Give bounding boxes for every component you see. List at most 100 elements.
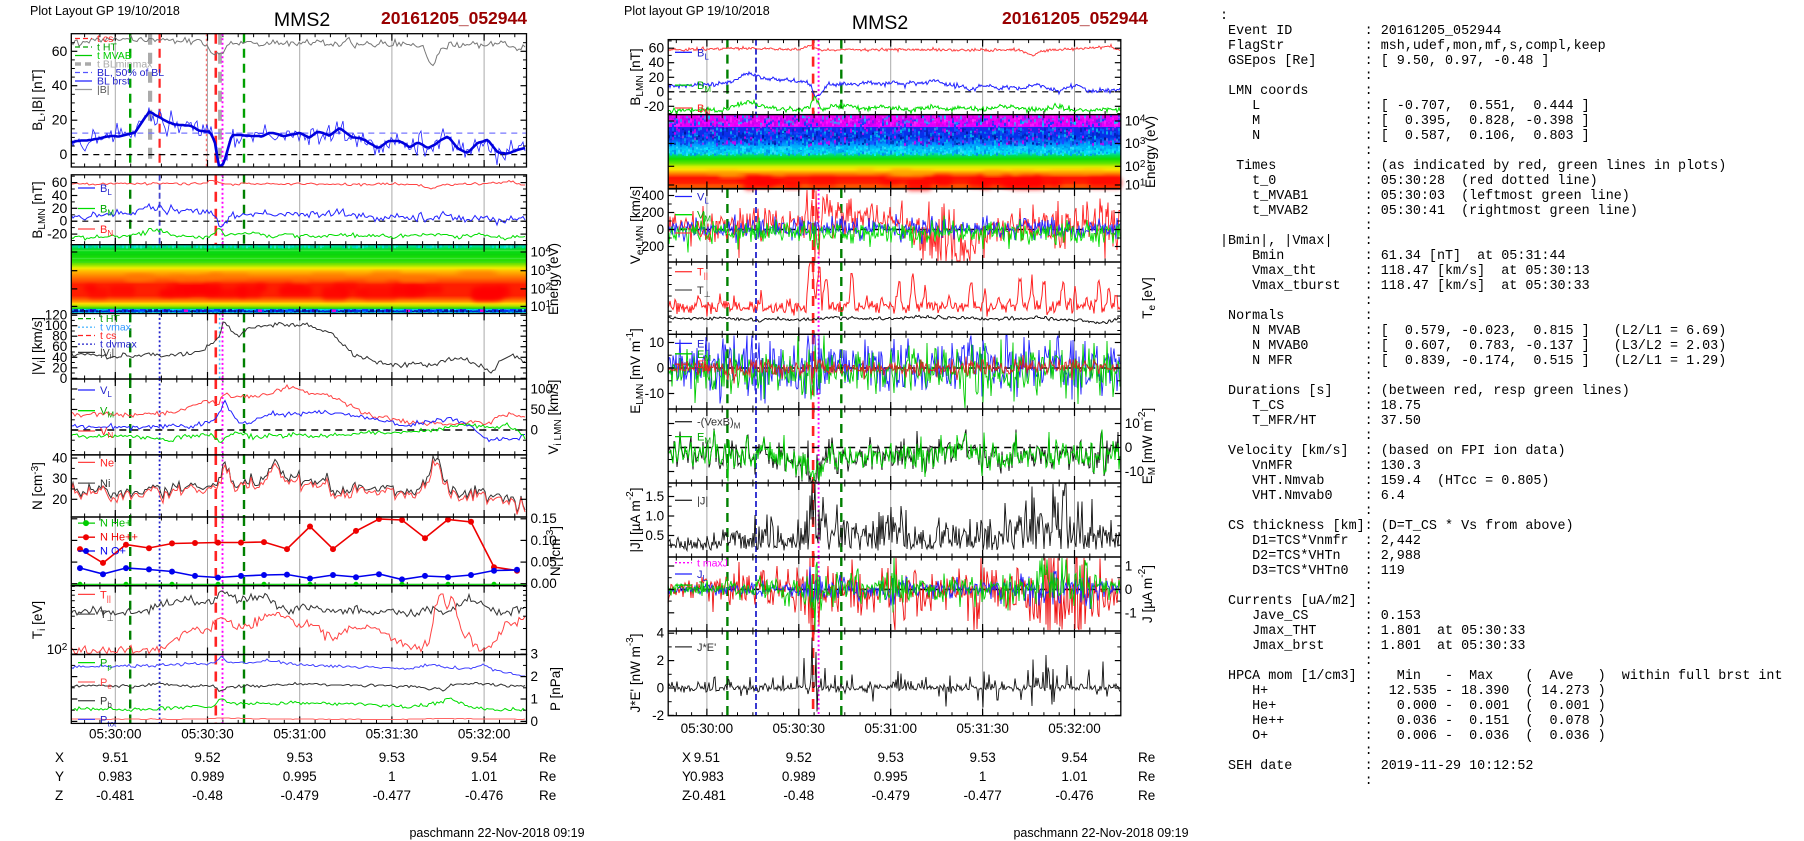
svg-text:Re: Re [1138,788,1155,803]
svg-text:0.5: 0.5 [645,528,664,543]
svg-text:05:31:30: 05:31:30 [956,721,1009,736]
svg-text:2: 2 [657,653,665,668]
svg-text:-0.48: -0.48 [783,788,814,803]
svg-text:05:31:00: 05:31:00 [273,727,326,742]
svg-text:1.01: 1.01 [1061,769,1087,784]
svg-text:|Vi|: |Vi| [100,347,114,361]
svg-text:t HT: t HT [100,313,120,325]
svg-text:-0.477: -0.477 [373,788,411,803]
svg-text:X: X [682,750,691,765]
svg-text:-0.481: -0.481 [96,788,134,803]
svg-text:9.52: 9.52 [194,750,220,765]
svg-text:N He++: N He++ [100,532,138,544]
svg-text:9.53: 9.53 [379,750,405,765]
svg-text:Re: Re [1138,769,1155,784]
svg-text:05:31:00: 05:31:00 [864,721,917,736]
svg-text:Z: Z [55,788,63,803]
svg-text:Re: Re [539,788,556,803]
svg-text:0.989: 0.989 [782,769,816,784]
svg-text:30: 30 [52,471,67,486]
svg-text:-0.48: -0.48 [192,788,223,803]
svg-text:0: 0 [531,423,539,438]
svg-text:Re: Re [539,769,556,784]
svg-text:0.995: 0.995 [874,769,908,784]
svg-text:P [nPa]: P [nPa] [548,667,563,711]
svg-text:-(VexB)M: -(VexB)M [697,417,741,431]
svg-text:-0.479: -0.479 [281,788,319,803]
svg-text:t BLminmax: t BLminmax [97,59,153,71]
svg-text:200: 200 [642,205,665,220]
svg-text:100: 100 [45,318,68,333]
svg-text:t HT: t HT [97,42,117,54]
svg-text:N O+: N O+ [100,546,126,558]
svg-text:0: 0 [60,146,68,162]
svg-text:40: 40 [52,350,67,365]
svg-text:-200: -200 [637,239,664,254]
svg-text:40: 40 [52,77,68,93]
svg-text:MMS2: MMS2 [274,9,330,31]
svg-text:9.53: 9.53 [969,750,995,765]
svg-text:20: 20 [52,200,68,216]
svg-text:-0.476: -0.476 [1055,788,1093,803]
svg-text:T||: T|| [697,267,708,281]
svg-text:-0.476: -0.476 [465,788,503,803]
svg-text:|J| [µA m-2]: |J| [µA m-2] [625,488,643,553]
svg-text:t vmax: t vmax [100,322,132,334]
svg-text:t dvmax: t dvmax [100,339,138,351]
svg-text:10: 10 [1125,416,1140,431]
svg-text:120: 120 [45,308,68,323]
svg-text:0: 0 [657,222,665,237]
svg-text:MMS2: MMS2 [852,12,908,34]
svg-text:40: 40 [52,187,68,203]
svg-text:0: 0 [1125,582,1133,597]
svg-text:|J|: |J| [697,495,708,507]
svg-text:0.983: 0.983 [690,769,724,784]
svg-text:Energy (eV): Energy (eV) [1143,116,1158,188]
svg-text:-20: -20 [47,226,67,242]
svg-text:0.989: 0.989 [191,769,225,784]
svg-text:0: 0 [657,361,665,376]
svg-text:Y: Y [682,769,691,784]
svg-text:BL,|B| [nT]: BL,|B| [nT] [30,69,48,130]
svg-text:0: 0 [1125,440,1133,455]
svg-text:-2: -2 [652,708,664,723]
svg-text:EM [mW m-2]: EM [mW m-2] [1137,408,1158,485]
svg-text:9.52: 9.52 [786,750,812,765]
svg-text:05:30:00: 05:30:00 [89,727,142,742]
svg-text:0: 0 [656,83,664,99]
svg-text:60: 60 [52,174,68,190]
svg-text:60: 60 [649,40,665,56]
svg-text:J [µA m-2]: J [µA m-2] [1137,565,1155,623]
svg-text:0.00: 0.00 [531,576,557,591]
svg-text:X: X [55,750,64,765]
svg-text:2: 2 [531,669,539,684]
svg-text:9.53: 9.53 [287,750,313,765]
svg-text:BL, 50% of BL: BL, 50% of BL [97,67,164,79]
svg-text:20: 20 [649,69,665,85]
svg-text:Energy (eV): Energy (eV) [546,243,561,315]
svg-text:-20: -20 [644,98,664,114]
svg-text:05:30:30: 05:30:30 [181,727,234,742]
svg-text:20161205_052944: 20161205_052944 [1002,8,1148,28]
svg-text:20: 20 [52,492,67,507]
svg-text:60: 60 [52,43,68,59]
svg-text:40: 40 [649,54,665,70]
svg-text:1: 1 [1125,559,1133,574]
svg-text:1.0: 1.0 [645,509,664,524]
svg-text:JL: JL [697,569,708,583]
svg-text:Ni: Ni [100,478,110,490]
svg-text:05:32:00: 05:32:00 [1048,721,1101,736]
svg-text:1.01: 1.01 [471,769,497,784]
svg-text:Ne: Ne [100,457,114,469]
svg-text:t maxJ: t maxJ [697,558,728,570]
svg-text:9.53: 9.53 [878,750,904,765]
svg-text:0: 0 [657,681,665,696]
svg-text:9.51: 9.51 [102,750,128,765]
svg-text:Z: Z [682,788,690,803]
svg-text:Y: Y [55,769,64,784]
svg-text:05:30:30: 05:30:30 [773,721,826,736]
svg-text:20161205_052944: 20161205_052944 [381,8,527,28]
svg-text:-10: -10 [1125,464,1145,479]
svg-text:1: 1 [388,769,396,784]
svg-text:|B|: |B| [97,84,109,96]
